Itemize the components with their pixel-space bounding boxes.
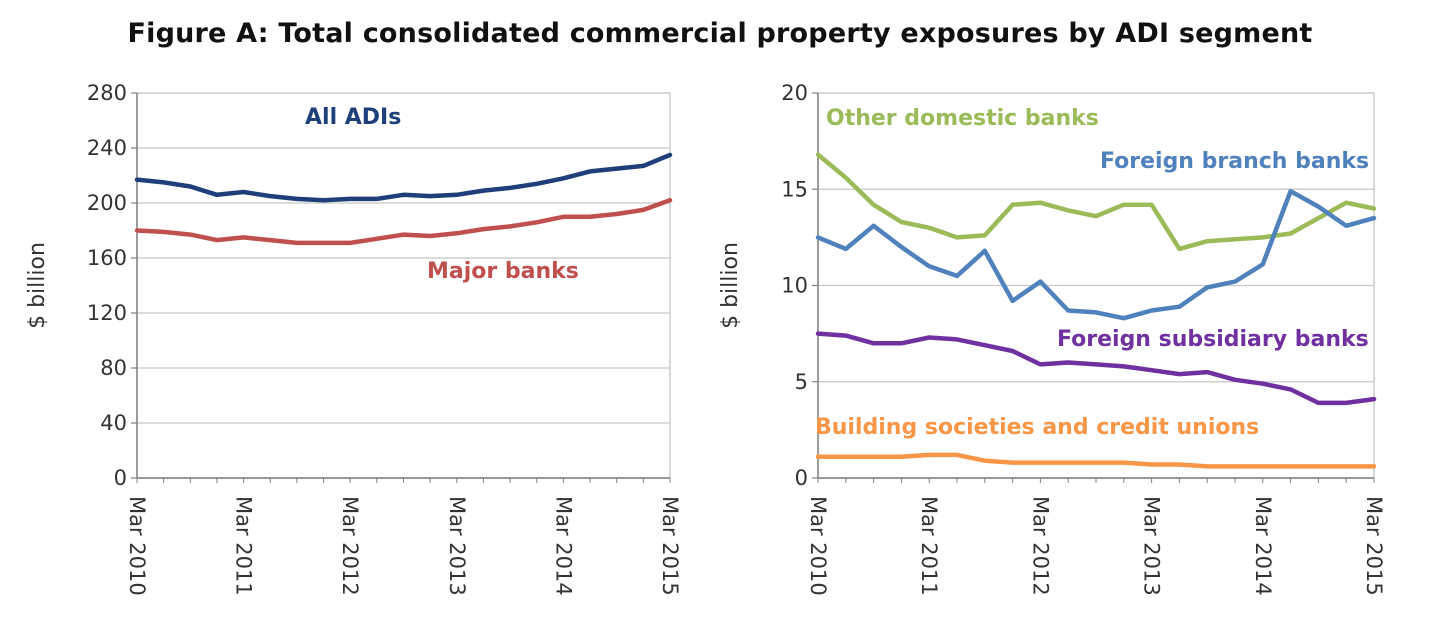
series-line-foreign-branch-banks (815, 188, 1377, 321)
x-tick-label: Mar 2014 (1251, 496, 1275, 596)
x-tick-label: Mar 2010 (806, 496, 830, 596)
x-tick-label: Mar 2010 (125, 496, 149, 596)
y-tick-label: 80 (100, 356, 127, 380)
series-label-major-banks: Major banks (427, 259, 579, 284)
x-tick-label: Mar 2012 (338, 496, 362, 596)
series-line-other-domestic-banks (815, 152, 1377, 252)
plot-frame (136, 92, 671, 479)
series-label-all-adis: All ADIs (305, 105, 401, 130)
series-label-foreign-branch-banks: Foreign branch banks (1100, 149, 1369, 174)
x-tick-label: Mar 2015 (658, 496, 682, 596)
right-chart-panel: 0 5 10 15 20 $ billion Mar 2010 Mar 2011 Mar 201… (718, 81, 1386, 596)
x-tick-label: Mar 2013 (1140, 496, 1164, 596)
y-tick-label: 40 (100, 411, 127, 435)
series-label-building-societies-and-credit-unions: Building societies and credit unions (815, 415, 1259, 440)
y-tick-label: 20 (781, 81, 808, 105)
y-tick-label: 120 (87, 301, 127, 325)
y-axis-label: $ billion (718, 242, 743, 329)
series-label-foreign-subsidiary-banks: Foreign subsidiary banks (1057, 327, 1369, 352)
y-tick-label: 240 (87, 136, 127, 160)
series-line-all-adis (134, 152, 673, 203)
x-tick-label: Mar 2011 (917, 496, 941, 596)
y-axis-label: $ billion (25, 242, 50, 329)
series-line-building-societies-and-credit-unions (815, 452, 1377, 469)
series-line-major-banks (134, 198, 673, 246)
x-tick-label: Mar 2013 (445, 496, 469, 596)
series-label-other-domestic-banks: Other domestic banks (826, 106, 1099, 131)
y-tick-label: 0 (114, 466, 127, 490)
y-tick-label: 0 (795, 466, 808, 490)
series-line-foreign-subsidiary-banks (815, 331, 1377, 406)
y-tick-label: 5 (795, 370, 808, 394)
x-tick-label: Mar 2011 (232, 496, 256, 596)
left-chart-panel: 0 40 80 120 160 200 240 280 $ billion Mar 2010 Mar… (25, 81, 682, 596)
figure-title: Figure A: Total consolidated commercial … (127, 18, 1313, 49)
x-tick-label: Mar 2015 (1362, 496, 1386, 596)
y-tick-label: 200 (87, 191, 127, 215)
y-tick-label: 10 (781, 274, 808, 298)
x-tick-label: Mar 2014 (551, 496, 575, 596)
y-tick-label: 15 (781, 177, 808, 201)
x-tick-label: Mar 2012 (1028, 496, 1052, 596)
y-tick-label: 280 (87, 81, 127, 105)
y-tick-label: 160 (87, 246, 127, 270)
